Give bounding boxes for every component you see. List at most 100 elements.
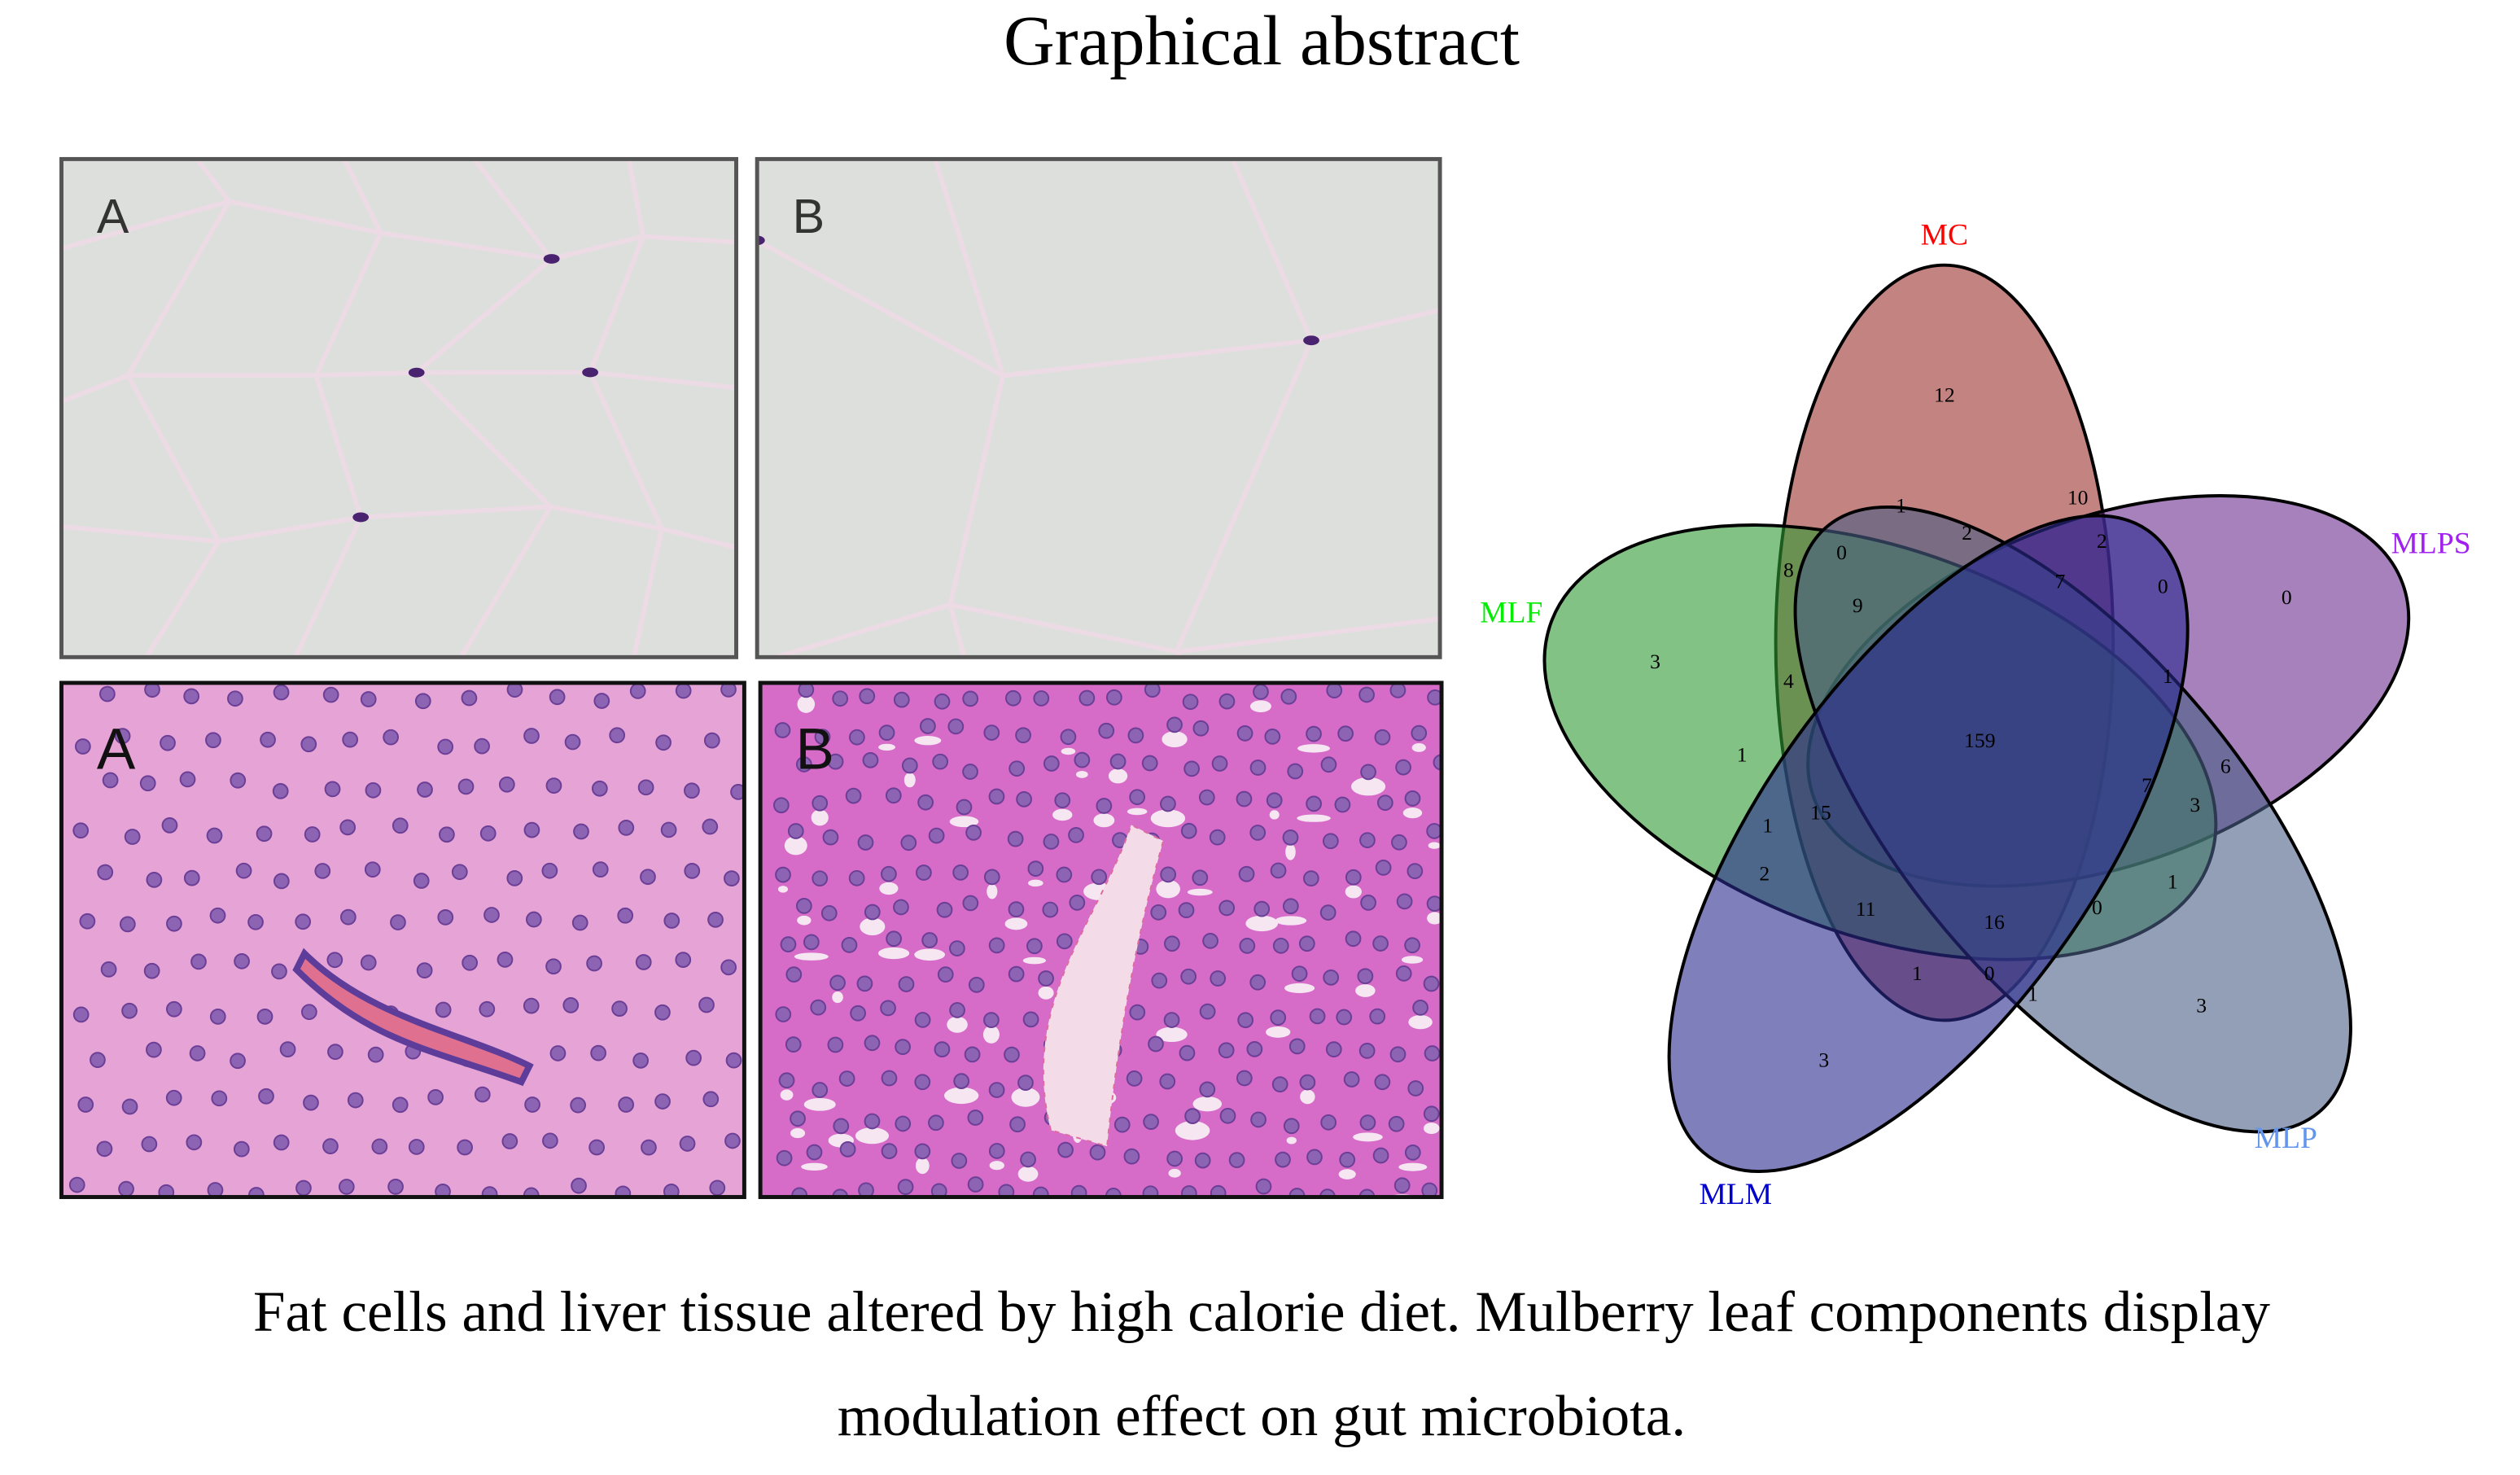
nucleus bbox=[895, 1115, 912, 1132]
nucleus bbox=[1407, 863, 1424, 880]
nucleus bbox=[183, 688, 200, 705]
region-count: 0 bbox=[2282, 585, 2292, 609]
nucleus bbox=[684, 782, 700, 799]
nucleus bbox=[161, 816, 178, 834]
nucleus bbox=[352, 512, 370, 523]
nucleus bbox=[774, 722, 791, 738]
nucleus bbox=[609, 727, 626, 744]
nucleus bbox=[1421, 1182, 1438, 1197]
nucleus bbox=[720, 959, 737, 976]
nucleus bbox=[97, 864, 114, 881]
nucleus bbox=[144, 682, 160, 698]
nucleus bbox=[849, 729, 865, 746]
nucleus bbox=[1129, 789, 1146, 806]
nucleus bbox=[1298, 935, 1315, 952]
nucleus bbox=[1337, 725, 1354, 742]
nucleus bbox=[1008, 901, 1025, 917]
nucleus bbox=[663, 1184, 680, 1197]
nucleus bbox=[812, 1082, 829, 1098]
nucleus bbox=[1396, 893, 1413, 910]
nucleus bbox=[709, 1180, 726, 1197]
nucleus bbox=[1089, 1144, 1106, 1161]
nucleus bbox=[1283, 1118, 1300, 1135]
cell-wall bbox=[1310, 307, 1441, 344]
nucleus bbox=[74, 738, 91, 755]
nucleus bbox=[179, 771, 196, 788]
nucleus bbox=[260, 731, 276, 748]
nucleus bbox=[1345, 869, 1362, 886]
nucleus bbox=[590, 1044, 606, 1061]
region-count: 9 bbox=[1853, 593, 1863, 617]
nucleus bbox=[121, 1098, 138, 1115]
nucleus bbox=[303, 1094, 319, 1111]
sinusoid bbox=[855, 1127, 890, 1145]
nucleus bbox=[247, 913, 264, 930]
nucleus bbox=[338, 1179, 355, 1195]
nucleus bbox=[190, 953, 207, 970]
sinusoid bbox=[1297, 744, 1330, 753]
sinusoid bbox=[1162, 731, 1188, 747]
nucleus bbox=[437, 738, 454, 755]
nucleus bbox=[798, 682, 815, 698]
nucleus bbox=[916, 864, 932, 881]
nucleus bbox=[1032, 1186, 1049, 1197]
nucleus bbox=[1395, 965, 1412, 982]
nucleus bbox=[99, 685, 116, 702]
nucleus bbox=[949, 940, 965, 956]
sinusoid bbox=[1338, 1169, 1356, 1180]
nucleus bbox=[523, 728, 540, 744]
nucleus bbox=[967, 1176, 984, 1193]
nucleus bbox=[1210, 970, 1227, 987]
cell-wall bbox=[757, 238, 1004, 379]
sinusoid bbox=[1345, 885, 1362, 899]
nucleus bbox=[928, 827, 945, 844]
nucleus bbox=[1320, 756, 1337, 773]
sinusoid bbox=[797, 695, 816, 713]
sinusoid bbox=[1402, 808, 1423, 819]
sinusoid bbox=[1297, 814, 1331, 822]
nucleus bbox=[914, 1012, 931, 1028]
cell-wall bbox=[61, 199, 230, 252]
sinusoid bbox=[1300, 1089, 1315, 1105]
nucleus bbox=[314, 863, 331, 879]
sinusoid bbox=[1398, 1162, 1428, 1171]
nucleus bbox=[457, 778, 475, 795]
cell-wall bbox=[643, 234, 737, 245]
nucleus bbox=[772, 797, 790, 814]
nucleus bbox=[1423, 1105, 1440, 1123]
nucleus bbox=[956, 799, 973, 816]
caption-line: Fat cells and liver tissue altered by hi… bbox=[253, 1280, 2271, 1344]
nucleus bbox=[383, 729, 399, 746]
sinusoid bbox=[1284, 983, 1315, 994]
nucleus bbox=[618, 819, 635, 836]
cell-wall bbox=[414, 256, 553, 374]
nucleus bbox=[725, 1052, 742, 1069]
nucleus bbox=[914, 1143, 931, 1160]
nucleus bbox=[822, 829, 839, 846]
nucleus bbox=[858, 1182, 874, 1197]
nucleus bbox=[118, 1180, 134, 1197]
nucleus bbox=[143, 962, 160, 979]
cell-wall bbox=[0, 61, 122, 116]
nucleus bbox=[207, 1182, 224, 1197]
region-count: 7 bbox=[2142, 773, 2152, 797]
sinusoid bbox=[790, 1127, 806, 1139]
nucleus bbox=[812, 870, 829, 887]
sinusoid bbox=[1275, 916, 1307, 926]
nucleus bbox=[629, 683, 646, 699]
nucleus bbox=[893, 691, 910, 708]
nucleus bbox=[300, 1004, 317, 1021]
sinusoid bbox=[803, 1097, 836, 1111]
panel-background bbox=[61, 682, 745, 1197]
nucleus bbox=[1343, 1071, 1360, 1088]
region-count: 12 bbox=[1934, 383, 1955, 406]
nucleus bbox=[1412, 1000, 1428, 1016]
nucleus bbox=[1345, 930, 1362, 948]
cell-wall bbox=[414, 370, 553, 509]
sinusoid bbox=[832, 991, 843, 1004]
nucleus bbox=[586, 955, 602, 972]
nucleus bbox=[205, 732, 221, 749]
sinusoid bbox=[1052, 808, 1073, 821]
sinusoid bbox=[1427, 912, 1442, 925]
sinusoid bbox=[1150, 809, 1186, 828]
